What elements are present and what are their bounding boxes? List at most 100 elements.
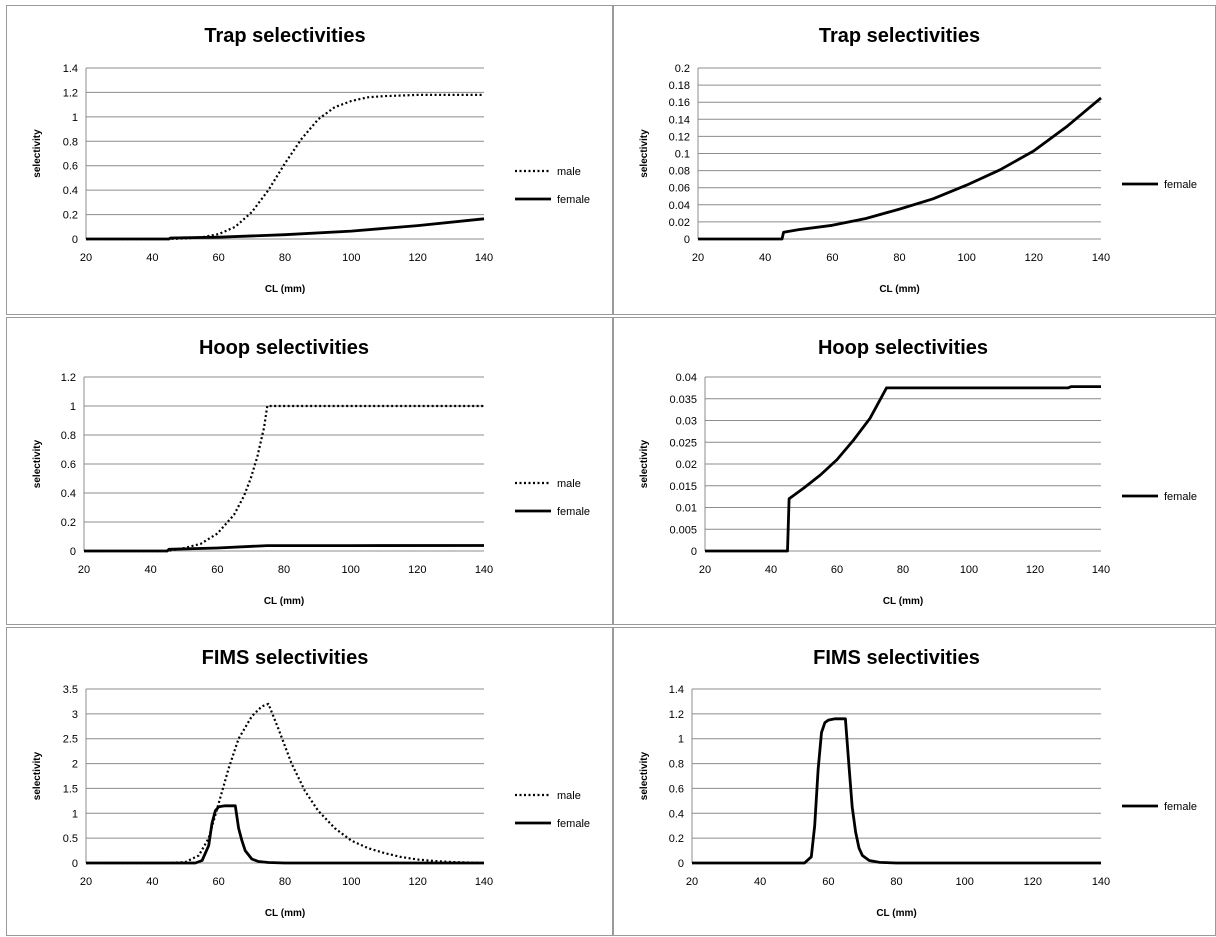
y-tick-label: 1 [72,808,78,820]
x-tick-label: 20 [692,252,704,264]
legend-label-male: male [557,166,581,178]
x-tick-label: 120 [408,252,426,264]
x-tick-label: 100 [955,876,973,888]
chart-title: FIMS selectivities [813,647,980,669]
series-line-female [86,217,485,241]
y-axis-title: selectivity [32,751,43,800]
y-tick-label: 0.14 [669,114,690,126]
y-tick-label: 1.2 [669,709,684,721]
y-axis-title: selectivity [32,439,43,488]
x-tick-label: 140 [475,564,493,576]
x-tick-label: 20 [80,252,92,264]
x-tick-label: 20 [78,564,90,576]
chart-title: Trap selectivities [819,25,980,47]
x-tick-label: 40 [145,564,157,576]
y-axis-title: selectivity [639,439,650,488]
chart-title: Hoop selectivities [818,337,988,359]
x-tick-label: 60 [822,876,834,888]
chart-svg: Trap selectivities 0 0.02 0.04 0.06 0.08 0.1 0.… [639,25,1197,295]
y-tick-label: 0.4 [61,488,76,500]
y-tick-label: 0 [678,858,684,870]
x-tick-label: 40 [765,564,777,576]
legend-label-male: male [557,790,581,802]
legend-label-female: female [557,506,590,518]
series-line-female [84,544,485,553]
y-tick-label: 0.16 [669,97,690,109]
x-axis-title: CL (mm) [265,908,305,919]
y-tick-label: 2 [72,759,78,771]
x-tick-label: 60 [213,252,225,264]
y-tick-label: 0.6 [63,161,78,173]
x-tick-label: 140 [1092,564,1110,576]
x-tick-label: 60 [211,564,223,576]
legend-label-female: female [1164,801,1197,813]
x-tick-label: 20 [80,876,92,888]
chart-panel-hoop-both: Hoop selectivities 0 0.2 0.4 0.6 0.8 1 1.2 20 40 6… [6,317,613,625]
series-line-female [692,717,1101,865]
y-tick-label: 0.02 [676,459,697,471]
chart-panel-trap-female: Trap selectivities 0 0.02 0.04 0.06 0.08 0.1 0.… [613,5,1216,315]
x-tick-label: 40 [754,876,766,888]
y-tick-label: 0.01 [676,503,697,515]
chart-svg: FIMS selectivities 0 0.5 1 1.5 2 2.5 3 3.5 20 40 60… [32,647,590,919]
x-tick-label: 40 [146,252,158,264]
x-tick-label: 80 [279,252,291,264]
x-axis-title: CL (mm) [883,596,923,607]
chart-panel-fims-both: FIMS selectivities 0 0.5 1 1.5 2 2.5 3 3.5 20 40 60… [6,627,613,936]
legend-label-male: male [557,478,581,490]
y-tick-label: 0.4 [63,185,78,197]
y-tick-label: 2.5 [63,734,78,746]
y-axis-title: selectivity [32,129,43,178]
x-tick-label: 140 [1092,252,1110,264]
y-tick-label: 0.2 [63,210,78,222]
x-tick-label: 120 [1025,252,1043,264]
y-axis-title: selectivity [639,751,650,800]
legend-label-female: female [557,818,590,830]
y-tick-label: 1.2 [61,372,76,384]
y-tick-label: 0.18 [669,80,690,92]
y-tick-label: 0.04 [676,372,697,384]
y-tick-label: 0.4 [669,808,684,820]
y-tick-label: 0.015 [669,481,697,493]
x-tick-label: 20 [699,564,711,576]
x-tick-label: 40 [759,252,771,264]
y-tick-label: 1 [72,112,78,124]
chart-title: Trap selectivities [204,25,365,47]
x-axis-title: CL (mm) [265,284,305,295]
chart-svg: Hoop selectivities 0 0.005 0.01 0.015 0.02 0.0… [639,337,1197,607]
y-tick-label: 0.06 [669,183,690,195]
x-tick-label: 60 [213,876,225,888]
x-tick-label: 80 [278,564,290,576]
y-tick-label: 0.6 [61,459,76,471]
x-axis-title: CL (mm) [879,284,919,295]
series-line-female [698,96,1102,241]
y-tick-label: 3 [72,709,78,721]
y-tick-label: 0.6 [669,783,684,795]
chart-svg: FIMS selectivities 0 0.2 0.4 0.6 0.8 1 1.2 1.4 20… [639,647,1197,919]
chart-panel-fims-female: FIMS selectivities 0 0.2 0.4 0.6 0.8 1 1.2 1.4 20… [613,627,1216,936]
y-tick-label: 0.2 [61,517,76,529]
y-tick-label: 0.8 [63,136,78,148]
x-tick-label: 140 [475,252,493,264]
y-tick-label: 1.4 [63,63,78,75]
x-tick-label: 20 [686,876,698,888]
legend-label-female: female [1164,491,1197,503]
series-line-female [86,804,484,865]
x-tick-label: 80 [279,876,291,888]
y-tick-label: 0.005 [669,524,697,536]
y-tick-label: 1 [70,401,76,413]
y-tick-label: 0.035 [669,394,697,406]
legend-label-female: female [1164,179,1197,191]
y-tick-label: 0 [684,234,690,246]
y-tick-label: 0 [70,546,76,558]
y-tick-label: 3.5 [63,684,78,696]
x-tick-label: 60 [831,564,843,576]
x-tick-label: 100 [342,252,360,264]
y-tick-label: 0.02 [669,217,690,229]
x-tick-label: 120 [1026,564,1044,576]
y-tick-label: 0.03 [676,416,697,428]
y-tick-label: 0 [72,858,78,870]
x-tick-label: 120 [408,876,426,888]
y-tick-label: 0.5 [63,833,78,845]
chart-svg: Hoop selectivities 0 0.2 0.4 0.6 0.8 1 1.2 20 40 6… [32,337,590,607]
